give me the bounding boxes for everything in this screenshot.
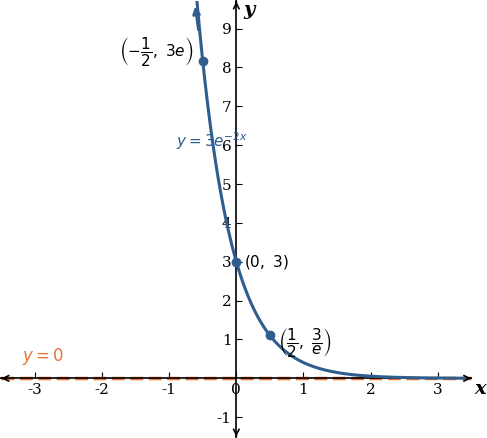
Text: y: y	[243, 1, 254, 19]
Text: $y = 3e^{-2x}$: $y = 3e^{-2x}$	[176, 131, 248, 152]
Text: $y = 0$: $y = 0$	[21, 346, 64, 367]
Text: $\left(\dfrac{1}{2},\ \dfrac{3}{e}\right)$: $\left(\dfrac{1}{2},\ \dfrac{3}{e}\right…	[278, 326, 332, 359]
Text: $(0,\ 3)$: $(0,\ 3)$	[244, 253, 289, 271]
Text: x: x	[475, 380, 487, 398]
Text: $\left(-\dfrac{1}{2},\ 3e\right)$: $\left(-\dfrac{1}{2},\ 3e\right)$	[119, 35, 193, 68]
